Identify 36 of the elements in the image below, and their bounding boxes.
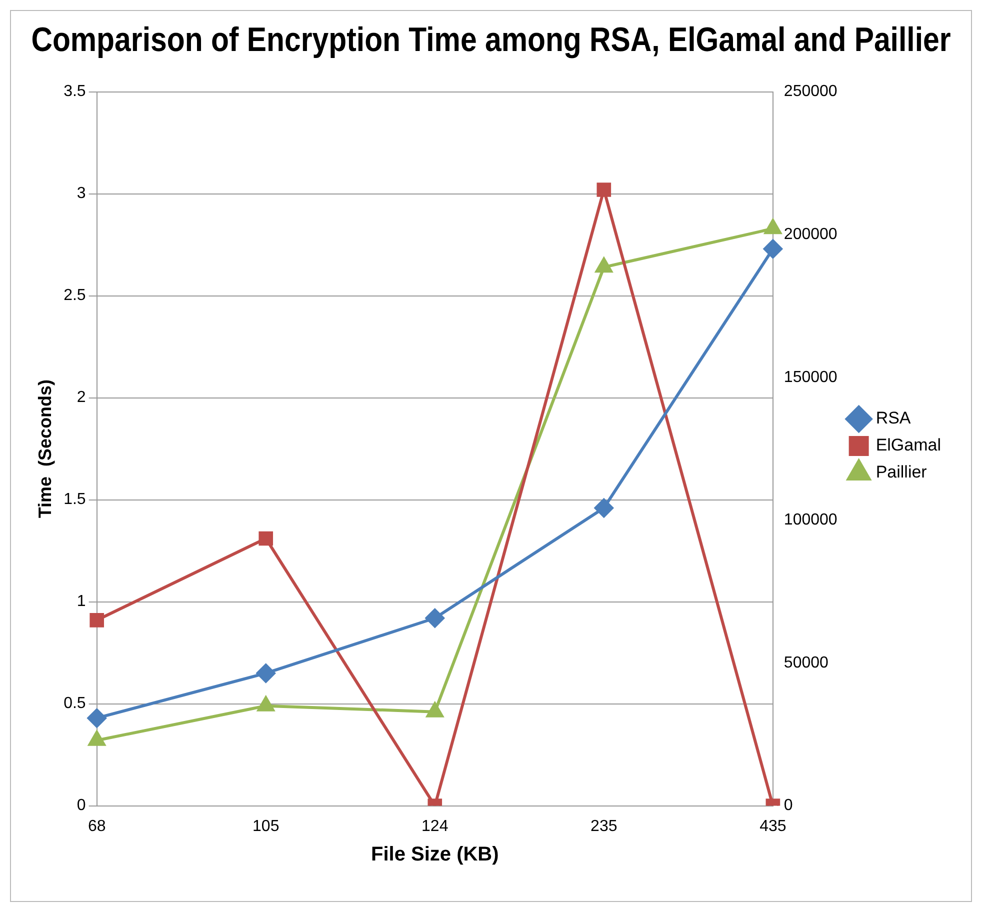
y-tick-label: 0 (76, 797, 86, 814)
point (256, 664, 276, 683)
point (257, 696, 274, 712)
y2-tick-label: 0 (784, 797, 793, 814)
legend-label: RSA (876, 408, 912, 428)
legend-label: Paillier (876, 462, 928, 482)
y-tick-label: 1.5 (64, 491, 86, 508)
x-tick-label: 105 (252, 818, 280, 835)
y2-tick-label: 50000 (784, 654, 829, 672)
point (595, 258, 612, 273)
y-tick-label: 3.5 (64, 83, 86, 100)
x-tick-label: 235 (590, 818, 618, 835)
x-tick-label: 68 (88, 818, 106, 835)
x-tick-label: 435 (760, 818, 786, 835)
y-tick-label: 2 (76, 389, 86, 406)
x-axis-title: File Size (KB) (370, 844, 499, 866)
y-tick-label: 0.5 (64, 695, 86, 712)
point (87, 708, 106, 728)
y2-tick-label: 100000 (784, 512, 838, 529)
point (764, 219, 782, 234)
point (88, 730, 106, 746)
point (594, 498, 614, 518)
y-axis-title: Time (Seconds) (34, 379, 55, 518)
point (596, 182, 612, 197)
legend-label: ElGamal (876, 436, 941, 455)
y-tick-label: 3 (76, 185, 86, 202)
x-tick-label: 124 (422, 818, 448, 835)
point (426, 702, 444, 718)
point (425, 608, 444, 628)
y2-tick-label: 150000 (784, 368, 838, 386)
point (763, 239, 782, 258)
y2-tick-label: 250000 (784, 83, 838, 100)
chart-title: Comparison of Encryption Time among RSA, ElGamal and Paillier (31, 20, 951, 58)
y-tick-label: 1 (76, 593, 86, 610)
y2-tick-label: 200000 (784, 226, 838, 244)
y-tick-label: 2.5 (64, 287, 86, 304)
